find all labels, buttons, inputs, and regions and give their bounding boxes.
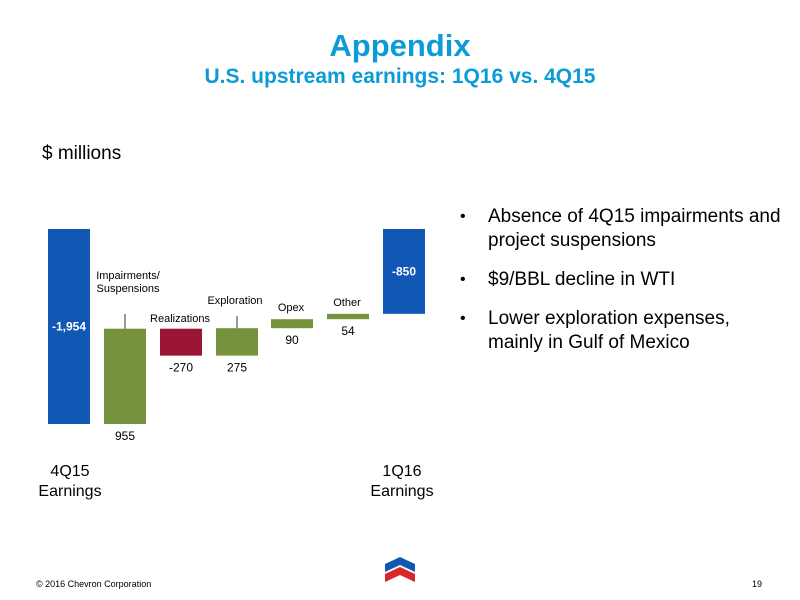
bullet-dot-icon: • [460, 208, 466, 225]
data-label-1: 955 [115, 429, 135, 443]
chevron-logo-icon [383, 552, 417, 590]
data-label-2: -270 [169, 361, 193, 375]
bar-5 [327, 313, 369, 320]
category-label-1: Impairments/ [96, 270, 161, 282]
bullet-text: Absence of 4Q15 impairments and project … [488, 206, 781, 251]
bar-0 [48, 229, 90, 424]
data-label-5: 54 [341, 324, 355, 338]
units-label: $ millions [42, 143, 122, 164]
data-label-3: 275 [227, 361, 247, 375]
page-title: Appendix [329, 28, 471, 63]
bar-6 [383, 229, 425, 314]
category-label-4: Opex [278, 302, 305, 314]
category-label-1: Suspensions [97, 283, 160, 295]
x-label-4q15: 4Q15 Earnings [20, 462, 120, 502]
bullet-text: Lower exploration expenses, mainly in Gu… [488, 308, 730, 353]
bullet-text: $9/BBL decline in WTI [488, 269, 676, 290]
bar-1 [104, 328, 146, 424]
x-label-1q16: 1Q16 Earnings [352, 462, 452, 502]
bullet-item: • Lower exploration expenses, mainly in G… [460, 307, 790, 355]
bullet-list: • Absence of 4Q15 impairments and project… [460, 205, 790, 370]
category-label-3: Exploration [207, 295, 262, 307]
page-number: 19 [751, 579, 762, 589]
bar-4 [271, 319, 313, 329]
x-label-1q16-text: 1Q16 Earnings [370, 463, 434, 500]
bar-2 [160, 328, 202, 356]
category-label-2: Realizations [150, 313, 210, 325]
page-subtitle: U.S. upstream earnings: 1Q16 vs. 4Q15 [204, 65, 596, 88]
bullet-dot-icon: • [460, 310, 466, 327]
bullet-dot-icon: • [460, 271, 466, 288]
data-label-4: 90 [285, 333, 299, 347]
bullet-item: • Absence of 4Q15 impairments and project… [460, 205, 790, 253]
x-label-4q15-text: 4Q15 Earnings [38, 463, 102, 500]
data-label-6: -850 [392, 264, 416, 278]
bullet-item: • $9/BBL decline in WTI [460, 268, 790, 292]
data-label-0: -1,954 [52, 320, 86, 334]
category-label-5: Other [333, 297, 361, 309]
bar-3 [216, 328, 258, 356]
copyright: © 2016 Chevron Corporation [36, 579, 152, 589]
